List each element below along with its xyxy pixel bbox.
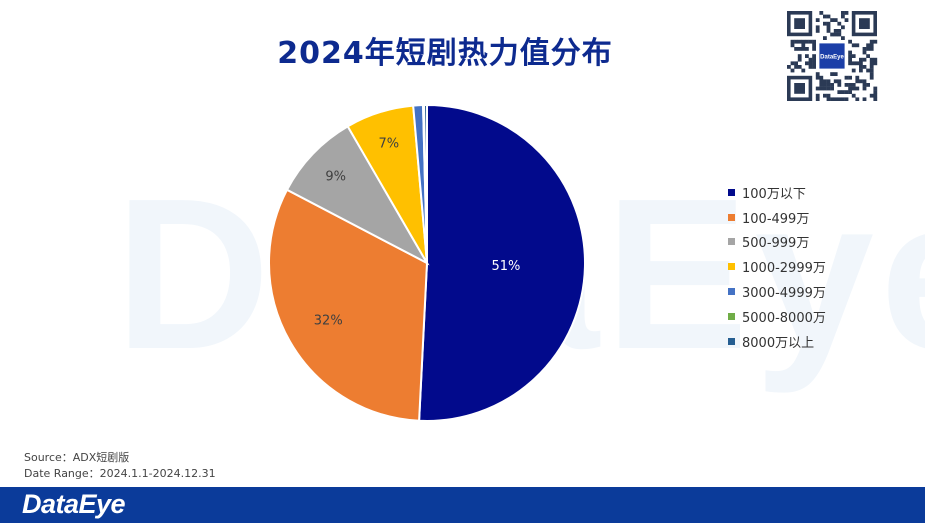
date-range-line: Date Range：2024.1.1-2024.12.31 — [24, 466, 216, 482]
pie-slice-1 — [268, 188, 429, 422]
legend-swatch-4 — [728, 288, 735, 296]
pie-slice-6 — [423, 103, 428, 264]
legend-swatch-3 — [728, 263, 735, 271]
pie-slice-0 — [418, 103, 586, 422]
pie-data-label-0: 51% — [492, 259, 521, 274]
legend-label-6: 8000万以上 — [742, 335, 815, 351]
legend-swatch-0 — [728, 188, 735, 196]
chart-legend: 100万以下 100-499万 500-999万 1000-2999万 3000-499… — [728, 180, 826, 354]
legend-item-0: 100万以下 — [728, 180, 826, 205]
legend-label-1: 100-499万 — [742, 211, 810, 227]
legend-swatch-1 — [728, 213, 735, 221]
legend-item-4: 3000-4999万 — [728, 279, 826, 304]
legend-item-2: 500-999万 — [728, 230, 826, 255]
legend-label-3: 1000-2999万 — [742, 261, 826, 277]
legend-item-1: 100-499万 — [728, 205, 826, 230]
qr-code-icon: DataEye — [787, 11, 878, 101]
source-line: Source：ADX短剧版 — [24, 450, 216, 466]
legend-item-6: 8000万以上 — [728, 329, 826, 354]
pie-data-label-1: 32% — [314, 313, 343, 328]
date-range-value: 2024.1.1-2024.12.31 — [99, 467, 216, 480]
footer-brand-logo: DataEye — [22, 489, 126, 519]
qr-badge-text: DataEye — [820, 55, 844, 61]
legend-item-5: 5000-8000万 — [728, 304, 826, 329]
footer-bar: DataEye — [0, 487, 925, 523]
source-label: Source： — [24, 451, 73, 464]
pie-data-label-2: 9% — [325, 170, 346, 185]
chart-title: 2024年短剧热力值分布 — [277, 36, 613, 71]
legend-label-5: 5000-8000万 — [742, 310, 826, 326]
legend-item-3: 1000-2999万 — [728, 254, 826, 279]
legend-swatch-5 — [728, 312, 735, 320]
legend-label-4: 3000-4999万 — [742, 286, 826, 302]
source-block: Source：ADX短剧版 Date Range：2024.1.1-2024.1… — [24, 450, 216, 482]
pie-slice-2 — [285, 124, 430, 266]
pie-data-label-3: 7% — [379, 136, 400, 151]
source-value: ADX短剧版 — [72, 451, 130, 464]
legend-swatch-2 — [728, 238, 735, 246]
legend-label-0: 100万以下 — [742, 186, 806, 202]
legend-label-2: 500-999万 — [742, 236, 810, 252]
legend-swatch-6 — [728, 337, 735, 345]
qr-code: DataEye — [786, 11, 878, 101]
date-range-label: Date Range： — [24, 467, 100, 480]
